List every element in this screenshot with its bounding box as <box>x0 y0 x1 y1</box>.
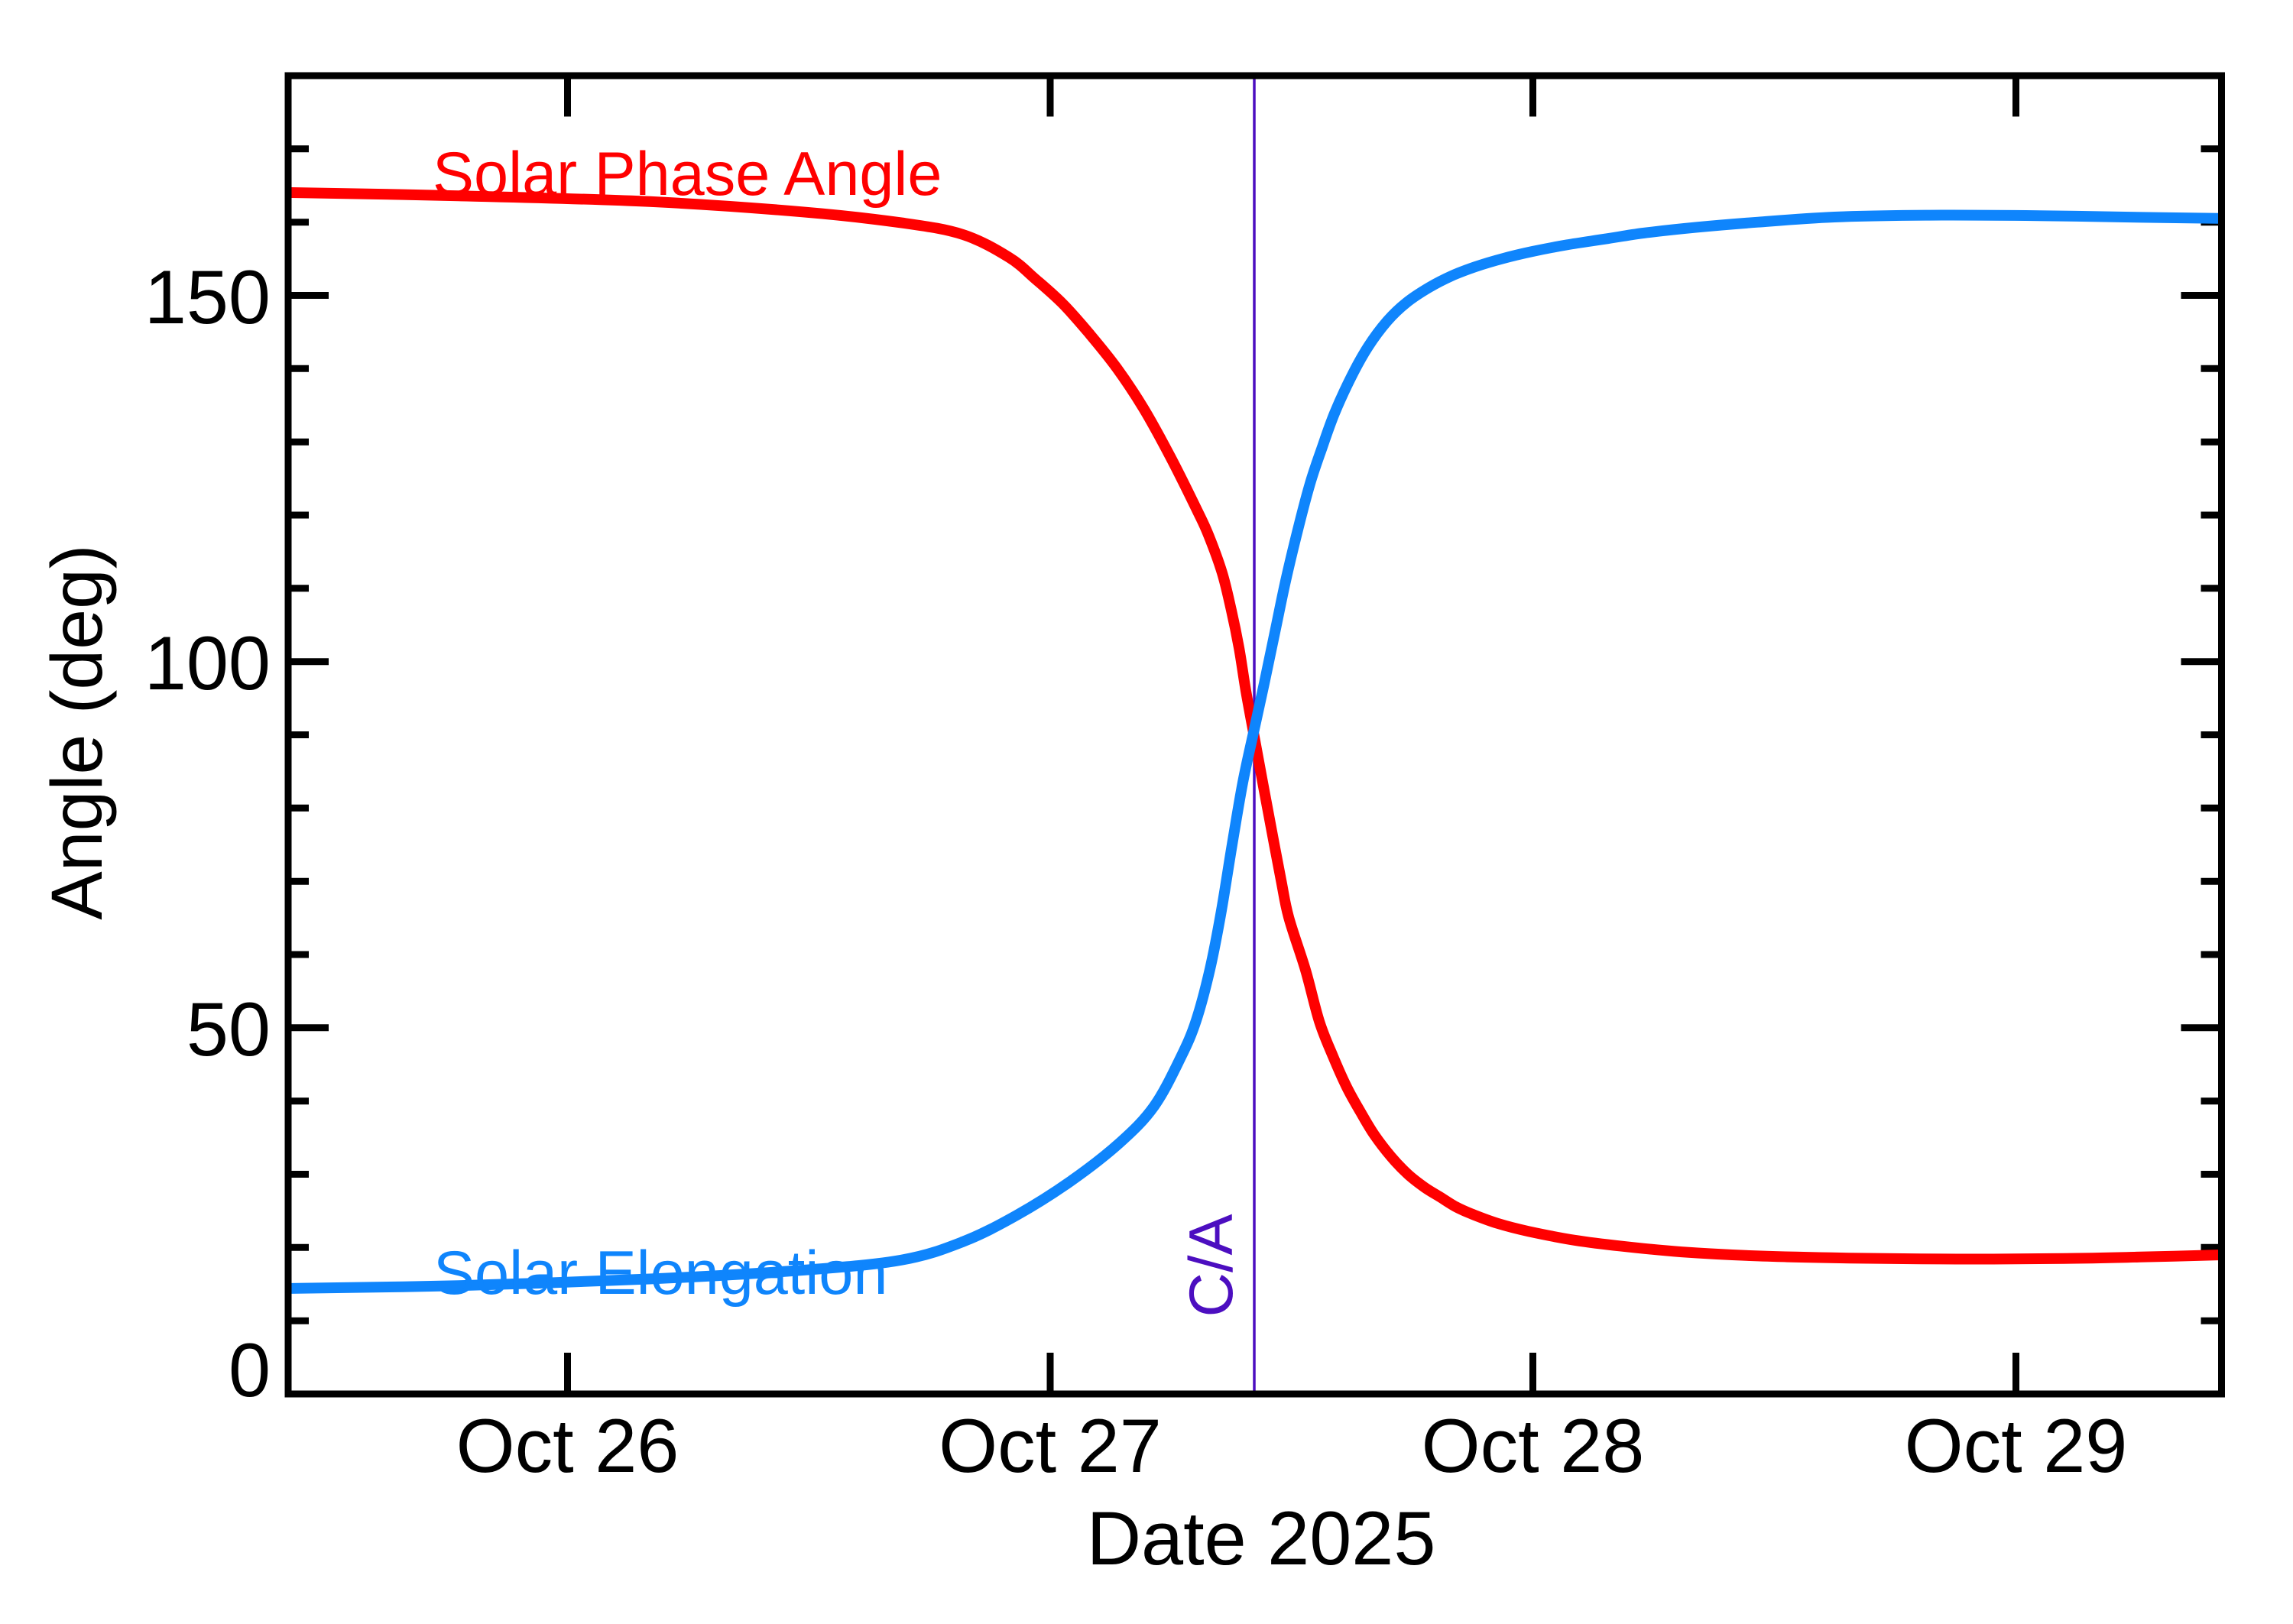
svg-text:150: 150 <box>144 254 271 339</box>
svg-text:0: 0 <box>229 1327 271 1412</box>
svg-text:Solar Elongation: Solar Elongation <box>433 1239 887 1308</box>
svg-text:Oct 28: Oct 28 <box>1422 1403 1645 1488</box>
svg-text:50: 50 <box>186 987 271 1071</box>
svg-text:C/A: C/A <box>1177 1214 1246 1317</box>
svg-text:100: 100 <box>144 621 271 705</box>
svg-text:Oct 26: Oct 26 <box>456 1403 679 1488</box>
svg-text:Oct 27: Oct 27 <box>939 1403 1162 1488</box>
svg-text:Solar Phase Angle: Solar Phase Angle <box>433 140 942 209</box>
svg-text:Oct 29: Oct 29 <box>1905 1403 2128 1488</box>
svg-text:Date 2025: Date 2025 <box>1087 1496 1436 1580</box>
svg-text:Angle (deg): Angle (deg) <box>37 544 118 919</box>
